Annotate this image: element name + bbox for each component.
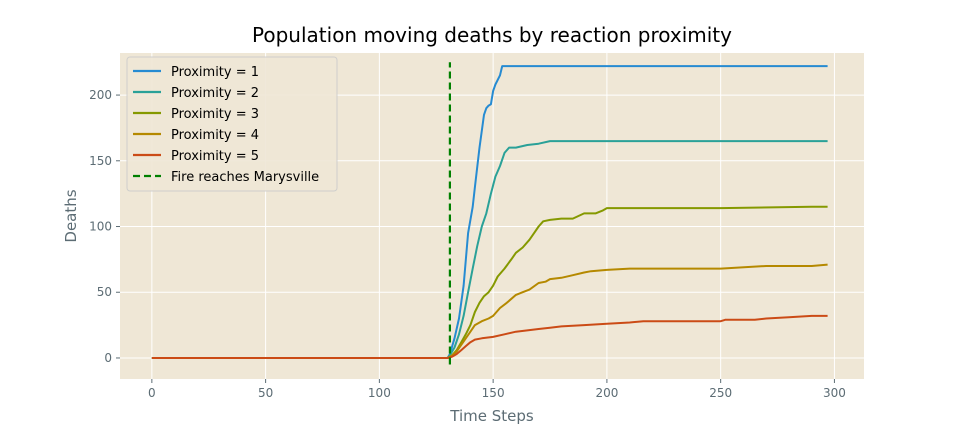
legend-label-2: Proximity = 3 — [171, 107, 259, 122]
x-tick-label: 0 — [148, 386, 156, 400]
series-line-1 — [151, 140, 828, 359]
x-tick-label: 150 — [482, 386, 505, 400]
series-lines — [151, 62, 828, 365]
legend: Proximity = 1 Proximity = 2 Proximity = 3 P… — [126, 56, 338, 192]
x-tick-label: 250 — [709, 386, 732, 400]
y-tick-label: 50 — [97, 285, 112, 299]
x-axis-label: Time Steps — [449, 407, 534, 425]
x-tick-label: 50 — [258, 386, 273, 400]
legend-label-4: Proximity = 5 — [171, 149, 259, 164]
series-line-4 — [151, 314, 828, 359]
x-tick-label: 200 — [595, 386, 618, 400]
y-tick-label: 150 — [89, 154, 112, 168]
y-axis-label: Deaths — [62, 189, 80, 242]
series-line-0 — [151, 65, 828, 359]
series-line-3 — [151, 263, 828, 359]
x-tick-label: 100 — [368, 386, 391, 400]
chart-title: Population moving deaths by reaction pro… — [252, 23, 732, 47]
series-line-2 — [151, 205, 828, 359]
legend-label-0: Proximity = 1 — [171, 65, 259, 80]
x-tick-label: 300 — [823, 386, 846, 400]
tick-labels: 0 50 100 150 200 250 300 0 50 100 150 200 — [89, 88, 846, 400]
y-tick-label: 100 — [89, 220, 112, 234]
y-tick-label: 200 — [89, 88, 112, 102]
legend-label-3: Proximity = 4 — [171, 128, 259, 143]
legend-box — [126, 56, 338, 192]
legend-label-5: Fire reaches Marysville — [171, 170, 319, 185]
legend-label-1: Proximity = 2 — [171, 86, 259, 101]
y-tick-label: 0 — [104, 351, 112, 365]
